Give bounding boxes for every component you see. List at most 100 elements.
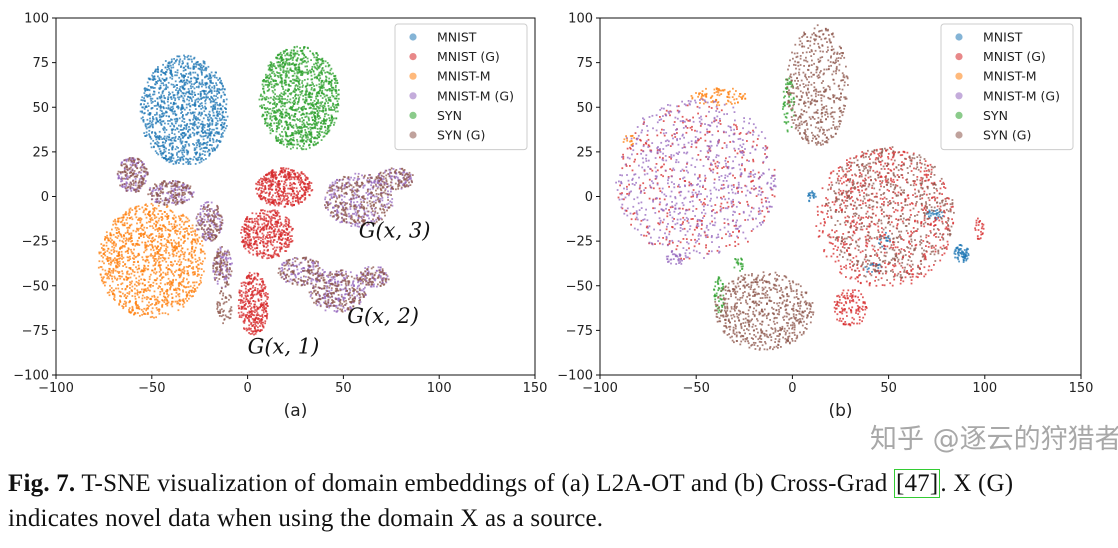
scatter-point <box>359 198 362 201</box>
scatter-point <box>192 271 195 273</box>
scatter-point <box>149 304 152 306</box>
scatter-point <box>139 217 142 219</box>
scatter-point <box>195 142 198 144</box>
scatter-point <box>203 252 206 255</box>
scatter-point <box>113 250 116 252</box>
scatter-point <box>261 280 263 283</box>
scatter-point <box>105 241 108 244</box>
scatter-point <box>354 211 357 214</box>
scatter-point <box>135 230 137 233</box>
scatter-point <box>161 141 164 144</box>
scatter-point <box>182 62 184 64</box>
scatter-point <box>194 62 197 65</box>
scatter-point <box>120 283 123 286</box>
scatter-point <box>185 185 188 188</box>
scatter-point <box>162 72 165 74</box>
scatter-point <box>135 277 138 280</box>
scatter-point <box>274 192 277 194</box>
scatter-point <box>297 191 300 194</box>
scatter-point <box>283 183 285 185</box>
scatter-point <box>404 181 407 184</box>
scatter-point <box>176 159 178 162</box>
scatter-point <box>286 201 289 204</box>
scatter-point <box>277 254 280 256</box>
scatter-point <box>177 260 180 263</box>
scatter-point <box>172 281 174 284</box>
scatter-point <box>110 262 113 264</box>
scatter-point <box>193 156 196 158</box>
scatter-point <box>190 194 193 197</box>
scatter-point <box>249 288 252 290</box>
scatter-point <box>180 274 182 277</box>
scatter-point <box>273 209 276 212</box>
scatter-point <box>258 187 261 189</box>
scatter-point <box>191 227 194 230</box>
scatter-point <box>116 173 119 176</box>
scatter-point <box>128 291 131 293</box>
scatter-point <box>276 225 279 228</box>
scatter-point <box>252 290 255 292</box>
scatter-point <box>131 186 134 189</box>
scatter-point <box>173 139 176 142</box>
scatter-point <box>280 180 283 183</box>
scatter-point <box>260 294 263 297</box>
scatter-point <box>140 171 142 174</box>
scatter-point <box>290 273 293 276</box>
scatter-point <box>182 128 184 131</box>
scatter-point <box>137 306 140 308</box>
scatter-point <box>264 198 267 201</box>
scatter-point <box>283 245 286 248</box>
scatter-point <box>174 122 177 125</box>
scatter-point <box>349 271 352 274</box>
scatter-point <box>337 211 340 214</box>
scatter-point <box>169 92 171 95</box>
scatter-point <box>262 234 265 237</box>
scatter-point <box>128 267 131 269</box>
scatter-point <box>290 193 293 195</box>
scatter-point <box>156 101 159 104</box>
scatter-point <box>214 105 217 108</box>
scatter-point <box>175 289 178 292</box>
scatter-point <box>356 225 359 228</box>
scatter-point <box>342 298 345 301</box>
scatter-point <box>185 265 188 268</box>
scatter-point <box>353 192 356 194</box>
scatter-point <box>196 144 198 146</box>
scatter-point <box>374 180 376 183</box>
scatter-point <box>205 86 208 89</box>
scatter-point <box>118 257 120 260</box>
scatter-point <box>201 85 203 88</box>
scatter-point <box>289 187 291 190</box>
scatter-point <box>167 106 170 109</box>
scatter-point <box>226 115 229 118</box>
scatter-point <box>351 308 353 310</box>
scatter-point <box>141 256 144 259</box>
scatter-point <box>122 305 125 308</box>
scatter-point <box>159 267 162 270</box>
scatter-point <box>186 220 189 223</box>
scatter-point <box>294 183 297 185</box>
scatter-point <box>107 247 110 250</box>
scatter-point <box>275 195 278 198</box>
scatter-point <box>154 253 157 256</box>
scatter-point <box>255 182 257 185</box>
scatter-point <box>167 236 170 239</box>
scatter-point <box>174 160 177 163</box>
scatter-point <box>208 153 211 156</box>
scatter-point <box>154 132 157 135</box>
scatter-point <box>100 243 103 245</box>
scatter-point <box>112 292 114 295</box>
scatter-point <box>273 239 276 241</box>
scatter-point <box>197 240 199 243</box>
scatter-point <box>252 279 254 282</box>
scatter-point <box>268 173 270 176</box>
scatter-point <box>158 91 160 94</box>
scatter-point <box>316 280 319 283</box>
scatter-point <box>165 248 167 250</box>
scatter-point <box>149 240 152 242</box>
scatter-point <box>161 138 163 140</box>
scatter-point <box>182 213 184 216</box>
scatter-point <box>253 330 256 333</box>
scatter-point <box>259 226 262 229</box>
scatter-point <box>213 99 216 102</box>
